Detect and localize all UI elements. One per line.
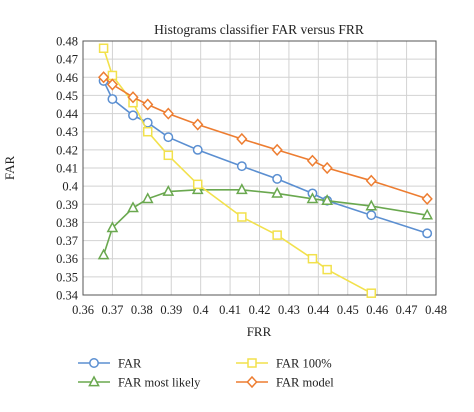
y-tick-label: 0.35 [56, 270, 78, 284]
data-point-far-model [142, 98, 154, 111]
y-tick-label: 0.42 [56, 143, 78, 157]
data-point-far-model [365, 174, 377, 187]
x-tick-label: 0.36 [72, 303, 94, 317]
y-tick-label: 0.4 [62, 180, 78, 194]
data-point-far [128, 110, 138, 121]
data-point-far-model [321, 161, 333, 175]
tick-layer: 0.36 0.37 0.38 0.39 0.4 0.41 0.42 0.43 0.44 0.45 0… [56, 35, 447, 318]
x-tick-label: 0.41 [219, 303, 241, 317]
y-tick-label: 0.47 [56, 53, 78, 67]
y-tick-label: 0.39 [56, 198, 78, 212]
legend: FAR FAR 100% FAR most likely FAR model [78, 357, 334, 390]
x-tick-label: 0.47 [396, 303, 418, 317]
data-point-far-100pct [192, 179, 203, 190]
data-point-far-model [162, 107, 174, 120]
data-point-far-most-likely [141, 192, 154, 204]
data-point-far [163, 132, 174, 143]
y-tick-label: 0.41 [56, 162, 78, 176]
data-point-far-100pct [307, 253, 318, 264]
data-point-far-model [306, 154, 319, 167]
series-far-model [97, 71, 433, 205]
data-point-far-100pct [237, 212, 247, 222]
x-tick-label: 0.45 [337, 303, 359, 317]
data-point-far-most-likely [365, 199, 378, 211]
data-point-far-most-likely [97, 248, 110, 260]
y-tick-label: 0.46 [56, 71, 78, 85]
data-point-far [107, 94, 118, 105]
data-point-far-model [236, 132, 248, 146]
data-point-far [366, 210, 377, 221]
y-tick-label: 0.48 [56, 35, 78, 49]
y-tick-label: 0.44 [56, 107, 79, 121]
data-point-far-most-likely [421, 208, 434, 220]
legend-marker [246, 375, 258, 389]
data-point-far-model [106, 78, 119, 91]
x-tick-label: 0.42 [249, 303, 271, 317]
x-tick-label: 0.39 [160, 303, 182, 317]
legend-label: FAR [118, 357, 142, 371]
data-point-far [192, 144, 203, 155]
y-tick-label: 0.34 [56, 289, 79, 303]
x-tick-label: 0.43 [278, 303, 300, 317]
data-point-far [422, 228, 433, 239]
legend-marker [247, 358, 257, 368]
legend-item-far-most-likely: FAR most likely [78, 375, 201, 390]
y-tick-label: 0.38 [56, 216, 78, 230]
data-point-far-100pct [107, 70, 118, 81]
data-point-far-model [97, 71, 110, 84]
data-point-far-most-likely [106, 221, 119, 233]
y-tick-label: 0.45 [56, 89, 78, 103]
data-point-far-most-likely [321, 194, 334, 206]
data-point-far-100pct [366, 288, 377, 298]
data-point-far-most-likely [271, 186, 284, 198]
legend-item-far-model: FAR model [236, 376, 334, 390]
data-point-far-most-likely [162, 184, 175, 196]
x-axis-label: FRR [247, 324, 272, 339]
data-point-far-model [271, 143, 283, 156]
y-tick-label: 0.43 [56, 125, 78, 139]
x-tick-label: 0.48 [425, 303, 447, 317]
data-point-far-100pct [322, 264, 332, 275]
legend-item-far: FAR [78, 357, 142, 371]
x-tick-label: 0.44 [307, 303, 330, 317]
data-point-far-model [421, 192, 433, 205]
plot-frame [82, 40, 437, 296]
data-point-far-model [127, 91, 139, 104]
series-far-most-likely [97, 183, 434, 260]
x-tick-label: 0.38 [131, 303, 153, 317]
data-point-far-most-likely [235, 183, 248, 195]
legend-item-far-100pct: FAR 100% [236, 357, 332, 371]
series-layer [97, 43, 434, 298]
data-point-far-most-likely [306, 192, 319, 204]
y-tick-label: 0.36 [56, 252, 78, 266]
x-tick-label: 0.46 [366, 303, 388, 317]
series-line-far-100pct [102, 48, 372, 294]
x-tick-label: 0.37 [101, 303, 123, 317]
legend-label: FAR most likely [118, 376, 201, 390]
data-point-far-model [192, 118, 204, 131]
y-axis-label: FAR [2, 156, 17, 181]
data-point-far-most-likely [127, 201, 139, 213]
y-tick-label: 0.37 [56, 234, 78, 248]
grid-layer [82, 40, 437, 296]
chart-title: Histograms classifier FAR versus FRR [154, 22, 364, 37]
legend-marker [89, 358, 99, 368]
x-tick-label: 0.4 [193, 303, 209, 317]
data-point-far [236, 161, 247, 172]
data-point-far-100pct [163, 150, 174, 161]
legend-label: FAR 100% [276, 357, 332, 371]
legend-marker [88, 375, 100, 387]
data-point-far [272, 173, 283, 184]
data-point-far-100pct [142, 126, 153, 137]
data-point-far-100pct [98, 43, 109, 54]
legend-label: FAR model [276, 376, 334, 390]
data-point-far-100pct [272, 230, 282, 240]
